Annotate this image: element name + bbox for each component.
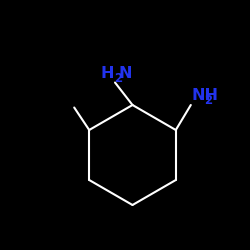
Text: N: N [118,66,132,81]
Text: 2: 2 [114,72,122,85]
Text: 2: 2 [204,94,212,107]
Text: H: H [100,66,114,81]
Text: NH: NH [191,88,218,104]
